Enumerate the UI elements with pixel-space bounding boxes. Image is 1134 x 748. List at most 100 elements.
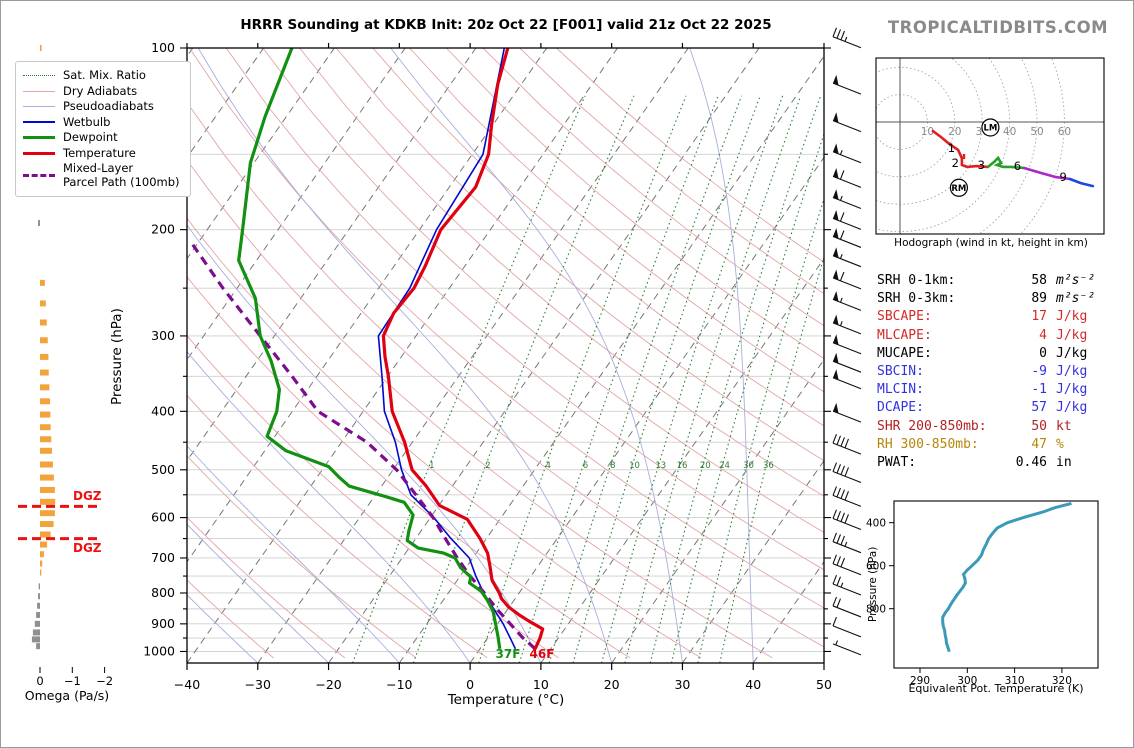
stat-label: DCAPE: <box>877 400 924 416</box>
stat-unit: J/kg <box>1056 345 1088 361</box>
legend-item-parcel-path: Mixed-Layer Parcel Path (100mb) <box>23 161 184 189</box>
stat-unit: J/kg <box>1056 382 1088 398</box>
x-tick-label: 40 <box>745 677 761 692</box>
omega-bar-downward <box>36 611 40 618</box>
stat-value: 4 <box>1039 327 1047 343</box>
omega-bar-upward <box>40 569 42 576</box>
mixing-ratio-label: 24 <box>719 461 730 471</box>
temperature-line-icon <box>23 151 55 155</box>
stat-label: MLCIN: <box>877 382 924 398</box>
mixing-ratio-label: 4 <box>545 461 550 471</box>
dry-adiabat-line <box>187 394 488 659</box>
omega-bar-upward <box>40 45 42 51</box>
pseudoadiabat-line <box>187 350 471 663</box>
storm-motion-marker-LM <box>981 118 1000 137</box>
mixing-ratio-label: 36 <box>763 461 774 471</box>
mixing-ratio-line <box>649 95 822 663</box>
mixing-ratio-label: 1 <box>429 461 434 471</box>
stat-row-mlcape: MLCAPE: 4 J/kg <box>877 327 1105 345</box>
mixing-ratio-line <box>601 95 784 663</box>
hodograph-caption: Hodograph (wind in kt, height in km) <box>894 237 1088 249</box>
skewt-frame <box>186 47 825 664</box>
stat-row-sbcin: SBCIN: -9 J/kg <box>877 363 1105 381</box>
omega-tick-label: 0 <box>36 674 43 688</box>
legend-item-pseudoadiabats: Pseudoadiabats <box>23 99 184 114</box>
isotherm-line <box>187 48 618 663</box>
thetae-p-tick-label: 800 <box>866 604 886 616</box>
omega-axis-label: Omega (Pa/s) <box>24 688 110 703</box>
stat-label: SRH 0-1km: <box>877 273 956 288</box>
pseudoadiabat-line <box>689 48 754 663</box>
omega-bar-downward <box>37 602 40 609</box>
legend-item-dewpoint: Dewpoint <box>23 130 184 145</box>
surface-temperature-label: 46F <box>530 647 555 661</box>
mixing-ratio-label: 10 <box>629 461 640 471</box>
wetbulb-curve <box>377 48 517 650</box>
mixing-ratio-line <box>518 95 719 663</box>
thetae-x-tick-label: 310 <box>1005 675 1025 687</box>
hodograph-height-label: 2 <box>952 156 959 170</box>
dry-adiabat-line <box>187 335 559 659</box>
stat-value: 58 <box>1031 273 1047 288</box>
stat-value: 0.46 <box>1015 455 1047 471</box>
stat-unit: J/kg <box>1056 364 1088 380</box>
omega-bar-upward <box>40 560 43 567</box>
omega-tick-label: −2 <box>96 674 113 688</box>
dry-adiabat-line <box>372 48 824 427</box>
stat-row-mlcin: MLCIN: -1 J/kg <box>877 381 1105 399</box>
pressure-tick-label: 1000 <box>143 643 175 658</box>
dry-adiabat-line <box>225 48 824 571</box>
stat-row-srh-0-1km: SRH 0-1km: 58 m²s⁻² <box>877 272 1105 290</box>
x-tick-label: 50 <box>816 677 832 692</box>
isotherm-line <box>540 257 824 663</box>
mixing-ratio-line <box>478 95 687 663</box>
hodograph-trace-0-3 <box>931 129 990 169</box>
mixing-ratio-line <box>624 95 802 663</box>
omega-bar-upward <box>40 337 48 344</box>
omega-bar-upward <box>40 551 44 558</box>
mixing-ratio-line <box>412 95 635 663</box>
omega-bar-downward <box>32 629 40 636</box>
stat-value: 47 <box>1031 436 1047 452</box>
omega-bar-upward <box>40 369 49 376</box>
x-tick-label: −30 <box>245 677 271 692</box>
omega-bar-upward <box>40 531 51 538</box>
x-tick-label: 0 <box>466 677 474 692</box>
stat-label: SBCIN: <box>877 364 924 380</box>
wind-barb-column <box>832 27 862 656</box>
stat-label: RH 300-850mb: <box>877 436 979 452</box>
sat-mix-ratio-line-icon <box>23 75 55 77</box>
mixing-ratio-label: 30 <box>743 461 754 471</box>
mixing-ratio-label: 20 <box>700 461 711 471</box>
thetae-frame <box>893 500 1099 669</box>
isotherm-line <box>187 48 265 159</box>
skewt-y-axis-label: Pressure (hPa) <box>109 308 125 405</box>
hodograph-ring-label: 10 <box>921 126 934 138</box>
hodograph-ring-label: 40 <box>1003 126 1016 138</box>
omega-bar-upward <box>40 424 51 431</box>
dewpoint-curve <box>237 48 502 650</box>
stat-unit: kt <box>1056 418 1072 434</box>
hodograph-trace-3-6 <box>986 155 1026 170</box>
omega-bar-upward <box>40 474 54 481</box>
stat-value: 89 <box>1031 291 1047 307</box>
dry-adiabat-line <box>187 101 824 648</box>
omega-panel: 0 −1 −2 <box>18 45 113 688</box>
omega-bar-downward <box>38 583 40 590</box>
dry-adiabat-line <box>187 276 631 659</box>
isotherm-line <box>469 156 824 663</box>
wetbulb-line-icon <box>23 121 55 124</box>
brand-logo: TROPICALTIDBITS.COM <box>887 18 1109 37</box>
omega-bar-upward <box>40 447 52 454</box>
thetae-p-tick-label: 400 <box>866 518 886 530</box>
dry-adiabat-line <box>299 48 824 497</box>
hodograph-trace-6-9 <box>1022 166 1072 181</box>
mixing-ratio-label: 13 <box>655 461 666 471</box>
stat-row-sbcape: SBCAPE: 17 J/kg <box>877 308 1105 326</box>
legend-label: Temperature <box>63 145 136 160</box>
legend-label: Dry Adiabats <box>63 83 138 98</box>
dgz-label-bottom: DGZ <box>73 541 102 555</box>
pressure-tick-label: 600 <box>151 510 175 525</box>
